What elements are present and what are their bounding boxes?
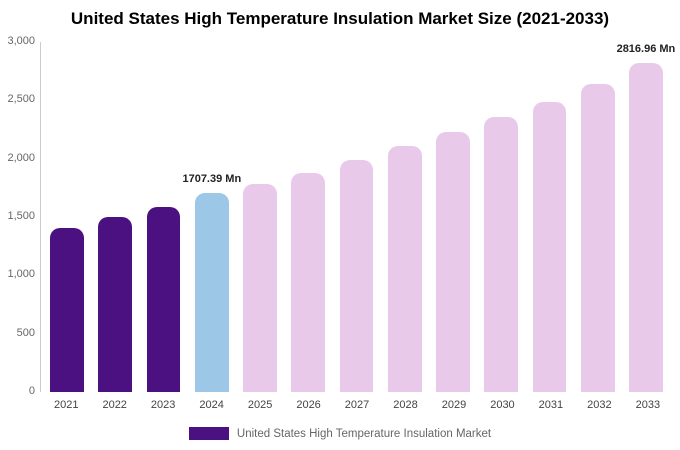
bar-slot [381,42,429,392]
x-axis-label-2023: 2023 [150,399,176,411]
y-tick-label: 2,000 [7,151,35,164]
bar-area [91,42,139,392]
legend-label: United States High Temperature Insulatio… [236,427,492,440]
plot-wrap: 0 500 1,000 1,500 2,000 2,500 3,000 1707.39 Mn… [0,35,680,397]
bar-slot [574,42,622,392]
legend-swatch [188,427,229,440]
bar-2031[interactable] [532,101,567,392]
bar-area: 2816.96 Mn [617,42,675,392]
y-tick-label: 3,000 [7,35,35,47]
x-axis-label-2022: 2022 [102,399,127,411]
bar-2025[interactable] [243,184,277,392]
bar-area: 1707.39 Mn [182,42,241,392]
bar-area [477,42,525,392]
bar-area [381,42,429,392]
bar-2029[interactable] [436,131,470,392]
plot-area: 1707.39 Mn 2816.96 Mn [40,42,675,392]
bar-slot [91,42,139,392]
bar-2021[interactable] [50,227,84,392]
y-tick-label: 2,500 [7,93,35,106]
bar-slot [139,42,187,392]
x-axis-label-2024: 2024 [199,399,224,411]
bar-slot [236,42,284,392]
chart-title: United States High Temperature Insulatio… [70,9,610,28]
bar-slot [43,42,91,392]
x-axis-label-2030: 2030 [490,399,515,411]
bar-area [429,42,477,392]
x-axis-label-2033: 2033 [635,399,661,411]
x-axis-label-2025: 2025 [247,399,273,411]
x-axis-label-2027: 2027 [344,399,370,411]
bar-slot [525,42,573,392]
x-axis-label-2028: 2028 [393,399,418,411]
y-tick-label: 1,500 [7,210,35,222]
bar-area [139,42,187,392]
bar-area [574,42,622,392]
bar-value-label-2033: 2816.96 Mn [616,43,676,56]
bar-slot [429,42,477,392]
x-axis-label-2021: 2021 [53,399,79,411]
bar-slot: 1707.39 Mn [182,42,241,392]
bar-area [43,42,91,392]
bar-2032[interactable] [580,84,615,392]
bar-value-label-2024: 1707.39 Mn [182,172,242,185]
bar-2024[interactable] [194,192,229,392]
y-tick-label: 0 [28,385,35,397]
bars: 1707.39 Mn 2816.96 Mn [41,42,675,392]
bar-area [332,42,380,392]
bar-2028[interactable] [387,146,422,392]
bar-slot [477,42,525,392]
x-axis-label-2026: 2026 [296,399,321,411]
x-axis: 2021 2022 2023 2024 2025 2026 2027 2028 2029 2030… [40,392,680,411]
y-tick-label: 500 [16,326,35,339]
bar-area [236,42,284,392]
bar-slot [332,42,380,392]
bar-area [284,42,332,392]
bar-2027[interactable] [339,159,374,392]
y-tick-label: 1,000 [7,268,35,281]
x-axis-label-2032: 2032 [587,399,612,411]
bar-slot: 2816.96 Mn [617,42,675,392]
bar-2022[interactable] [98,217,133,392]
bar-2026[interactable] [291,172,326,392]
bar-area [525,42,573,392]
bar-2023[interactable] [146,206,181,392]
legend[interactable]: United States High Temperature Insulatio… [0,427,680,440]
x-axis-label-2031: 2031 [538,399,564,411]
bar-2033[interactable] [629,63,663,392]
y-axis: 0 500 1,000 1,500 2,000 2,500 3,000 [0,35,40,397]
bar-slot [284,42,332,392]
bar-2030[interactable] [484,116,519,392]
x-axis-label-2029: 2029 [441,399,467,411]
